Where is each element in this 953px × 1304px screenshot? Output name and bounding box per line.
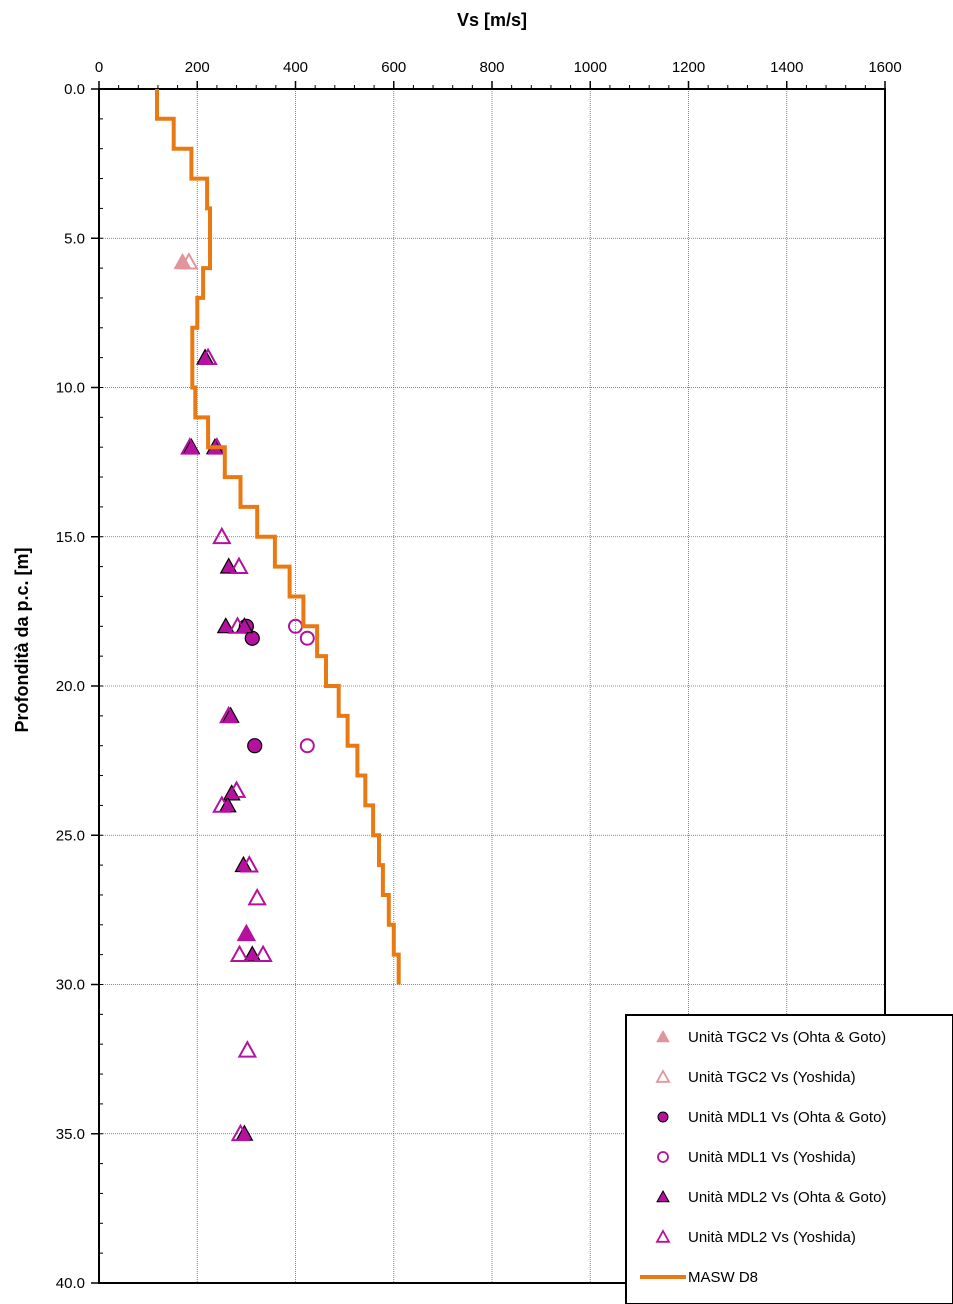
masw-line (155, 89, 401, 985)
legend-marker (656, 1029, 670, 1043)
legend-label: Unità TGC2 Vs (Ohta & Goto) (688, 1029, 886, 1046)
legend-marker (657, 1151, 669, 1163)
legend-marker (657, 1111, 669, 1123)
data-point (299, 630, 315, 646)
y-tick-label: 15.0 (56, 529, 85, 546)
y-tick-label: 35.0 (56, 1126, 85, 1143)
data-point (244, 630, 260, 646)
data-point (247, 738, 263, 754)
legend-marker (655, 1069, 671, 1083)
legend-label: Unità MDL2 Vs (Ohta & Goto) (688, 1189, 886, 1206)
series-3 (288, 618, 315, 754)
data-point (198, 347, 218, 366)
legend-marker (656, 1189, 670, 1203)
data-point (229, 556, 249, 574)
data-point (253, 944, 273, 963)
x-tick-label: 1600 (868, 59, 901, 76)
legend-entry: Unità MDL2 Vs (Ohta & Goto) (656, 1189, 886, 1206)
legend-label: Unità TGC2 Vs (Yoshida) (688, 1069, 856, 1086)
x-tick-label: 1200 (672, 59, 705, 76)
x-tick-label: 1400 (770, 59, 803, 76)
series-1 (179, 252, 199, 270)
data-point (299, 738, 315, 754)
data-point (179, 252, 199, 270)
legend-label: Unità MDL1 Vs (Yoshida) (688, 1149, 856, 1166)
axis-ticks (91, 81, 886, 1284)
legend-marker (655, 1229, 671, 1243)
series-5 (180, 347, 273, 1142)
legend-box (625, 1014, 953, 1304)
x-tick-label: 400 (283, 59, 308, 76)
legend-label: MASW D8 (688, 1269, 758, 1286)
x-axis-title: Vs [m/s] (457, 10, 527, 30)
data-point (226, 780, 247, 798)
legend-entry: MASW D8 (640, 1269, 758, 1286)
legend-entry: Unità TGC2 Vs (Yoshida) (655, 1069, 856, 1086)
x-tick-label: 200 (185, 59, 210, 76)
y-tick-label: 0.0 (64, 81, 85, 98)
y-axis-title: Profondità da p.c. [m] (12, 547, 32, 732)
data-point (227, 616, 248, 634)
legend-entry: Unità TGC2 Vs (Ohta & Goto) (656, 1029, 886, 1046)
data-point (236, 923, 257, 942)
series-6 (155, 89, 401, 985)
x-tick-label: 1000 (574, 59, 607, 76)
y-tick-label: 10.0 (56, 380, 85, 397)
legend-label: Unità MDL1 Vs (Ohta & Goto) (688, 1109, 886, 1126)
data-point (212, 526, 232, 545)
y-tick-label: 5.0 (64, 230, 85, 247)
x-tick-label: 0 (95, 59, 103, 76)
data-point (247, 887, 267, 906)
y-tick-label: 25.0 (56, 827, 85, 844)
data-point (180, 437, 200, 455)
axis-tick-labels: 0 200 400 600 800 1000 1200 1400 1600 0.0 5.0 10.0 1… (56, 59, 902, 1292)
data-point (237, 1040, 258, 1058)
data-series (155, 89, 401, 1142)
y-tick-label: 20.0 (56, 678, 85, 695)
data-point (229, 944, 250, 963)
y-tick-label: 30.0 (56, 977, 85, 994)
legend-entry: Unità MDL2 Vs (Yoshida) (655, 1229, 856, 1246)
data-point (239, 855, 260, 873)
data-point (212, 795, 232, 813)
legend-label: Unità MDL2 Vs (Yoshida) (688, 1229, 856, 1246)
legend-entry: Unità MDL1 Vs (Ohta & Goto) (657, 1109, 886, 1126)
data-point (230, 1123, 251, 1142)
legend-entry: Unità MDL1 Vs (Yoshida) (657, 1149, 856, 1166)
grid (99, 89, 885, 1283)
data-point (218, 705, 239, 724)
data-point (216, 617, 235, 634)
legend: Unità TGC2 Vs (Ohta & Goto) Unità TGC2 Vs… (625, 1014, 953, 1304)
x-tick-label: 600 (381, 59, 406, 76)
y-tick-label: 40.0 (56, 1275, 85, 1292)
x-tick-label: 800 (479, 59, 504, 76)
